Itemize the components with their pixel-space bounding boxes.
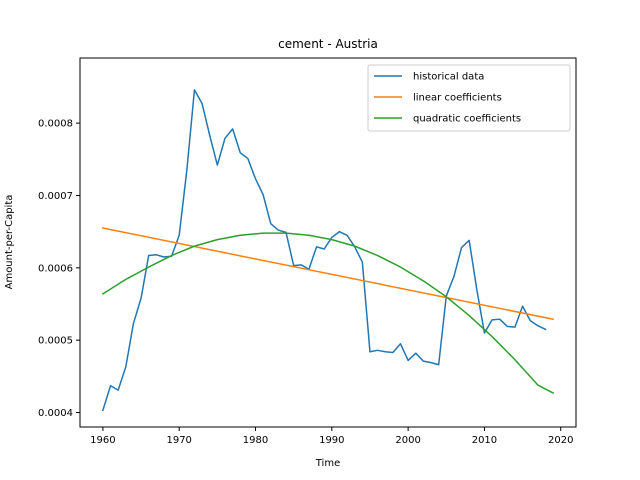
legend-label-historical-data: historical data	[413, 72, 484, 83]
x-tick-label: 2000	[395, 435, 420, 446]
legend-box	[367, 64, 571, 132]
y-tick-label: 0.0007	[38, 191, 73, 202]
y-tick-label: 0.0006	[38, 263, 73, 274]
x-tick-label: 2020	[548, 435, 573, 446]
y-tick-label: 0.0005	[38, 336, 73, 347]
x-axis-title: Time	[315, 458, 340, 469]
y-tick-label: 0.0004	[38, 408, 73, 419]
plot-frame	[79, 57, 577, 428]
x-tick-label: 1970	[166, 435, 191, 446]
x-tick-label: 1980	[243, 435, 268, 446]
y-axis-title: Amount-per-Capita	[4, 195, 15, 290]
x-tick-label: 2010	[472, 435, 497, 446]
chart-title: cement - Austria	[278, 37, 378, 51]
x-tick-label: 1960	[90, 435, 115, 446]
legend-label-quadratic-coefficients: quadratic coefficients	[413, 114, 521, 125]
series-layer	[101, 89, 555, 412]
legend-label-linear-coefficients: linear coefficients	[413, 93, 502, 104]
y-tick-label: 0.0008	[38, 119, 73, 130]
series-line-quadratic-coefficients	[101, 232, 555, 395]
legend: historical data linear coefficients quadra…	[367, 64, 571, 132]
plot-area	[101, 89, 555, 412]
x-tick-label: 1990	[319, 435, 344, 446]
y-axis: 0.0004 0.0005 0.0006 0.0007 0.0008	[38, 119, 80, 419]
series-line-linear-coefficients	[102, 227, 554, 321]
x-axis: 1960 1970 1980 1990 2000 2010 2020	[90, 427, 573, 446]
